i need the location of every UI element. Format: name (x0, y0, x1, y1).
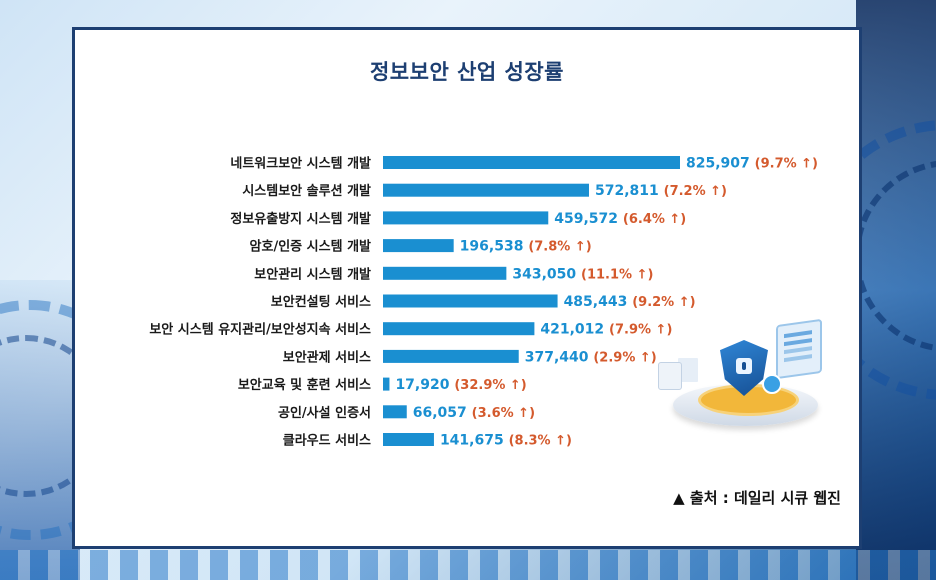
bar (383, 377, 390, 391)
category-label: 시스템보안 솔루션 개발 (242, 183, 371, 199)
category-label: 공인/사설 인증서 (278, 405, 371, 421)
bar-value-label: 572,811 (7.2% ↑) (595, 183, 727, 199)
value-text: 572,811 (595, 183, 664, 199)
value-text: 343,050 (512, 266, 581, 282)
category-label: 보안교육 및 훈련 서비스 (238, 377, 371, 393)
value-text: 825,907 (686, 156, 755, 172)
growth-text: (7.9% ↑) (609, 323, 672, 338)
category-label: 네트워크보안 시스템 개발 (230, 156, 371, 172)
check-badge-icon (762, 374, 782, 394)
bar (383, 183, 589, 197)
bar (383, 211, 549, 225)
bar (383, 156, 680, 169)
bar (383, 239, 454, 253)
growth-text: (8.3% ↑) (509, 434, 572, 449)
bar-value-label: 825,907 (9.7% ↑) (686, 156, 818, 172)
bar-value-label: 66,057 (3.6% ↑) (413, 405, 535, 421)
bar-value-label: 343,050 (11.1% ↑) (512, 266, 653, 282)
value-text: 421,012 (540, 322, 609, 338)
value-text: 196,538 (460, 239, 529, 255)
bar (383, 322, 535, 336)
bar-value-label: 485,443 (9.2% ↑) (564, 294, 696, 310)
chart-title: 정보보안 산업 성장률 (369, 60, 564, 84)
bar-value-label: 17,920 (32.9% ↑) (395, 377, 526, 393)
growth-text: (9.2% ↑) (632, 295, 695, 310)
bar-value-label: 377,440 (2.9% ↑) (525, 349, 657, 365)
category-label: 보안관제 서비스 (283, 349, 371, 365)
growth-text: (7.8% ↑) (528, 240, 591, 255)
source-note: ▲ 출처 : 데일리 시큐 웹진 (673, 489, 841, 507)
growth-text: (6.4% ↑) (623, 212, 686, 227)
category-label: 보안관리 시스템 개발 (254, 266, 371, 282)
growth-text: (9.7% ↑) (755, 157, 818, 172)
bar (383, 405, 407, 419)
chart-panel: 정보보안 산업 성장률 네트워크보안 시스템 개발 825,907 (9.7% ↑… (72, 27, 862, 549)
category-label: 보안 시스템 유지관리/보안성지속 서비스 (149, 322, 371, 338)
growth-text: (11.1% ↑) (581, 267, 653, 282)
bar-value-label: 196,538 (7.8% ↑) (460, 239, 592, 255)
bar (383, 349, 519, 363)
bar (383, 266, 507, 280)
growth-text: (32.9% ↑) (454, 378, 526, 393)
bar (383, 433, 434, 446)
lock-icon (736, 358, 752, 374)
growth-text: (2.9% ↑) (593, 350, 656, 365)
bar (383, 294, 558, 308)
dashboard-screen-icon (776, 318, 822, 380)
bar-value-label: 141,675 (8.3% ↑) (440, 433, 572, 449)
server-block-icon (658, 362, 682, 390)
value-text: 459,572 (554, 211, 623, 227)
bar-value-label: 459,572 (6.4% ↑) (554, 211, 686, 227)
value-text: 141,675 (440, 433, 509, 449)
growth-text: (7.2% ↑) (664, 184, 727, 199)
value-text: 66,057 (413, 405, 472, 421)
background-strip (0, 550, 936, 580)
category-label: 암호/인증 시스템 개발 (250, 239, 371, 255)
category-label: 정보유출방지 시스템 개발 (230, 211, 371, 227)
value-text: 485,443 (564, 294, 633, 310)
bar-chart: 네트워크보안 시스템 개발 825,907 (9.7% ↑) 시스템보안 솔루션 개… (149, 156, 818, 449)
category-label: 보안컨설팅 서비스 (271, 294, 371, 310)
value-text: 17,920 (395, 377, 454, 393)
bar-value-label: 421,012 (7.9% ↑) (540, 322, 672, 338)
category-label: 클라우드 서비스 (283, 433, 371, 449)
value-text: 377,440 (525, 349, 594, 365)
growth-text: (3.6% ↑) (472, 406, 535, 421)
security-illustration (658, 318, 833, 442)
